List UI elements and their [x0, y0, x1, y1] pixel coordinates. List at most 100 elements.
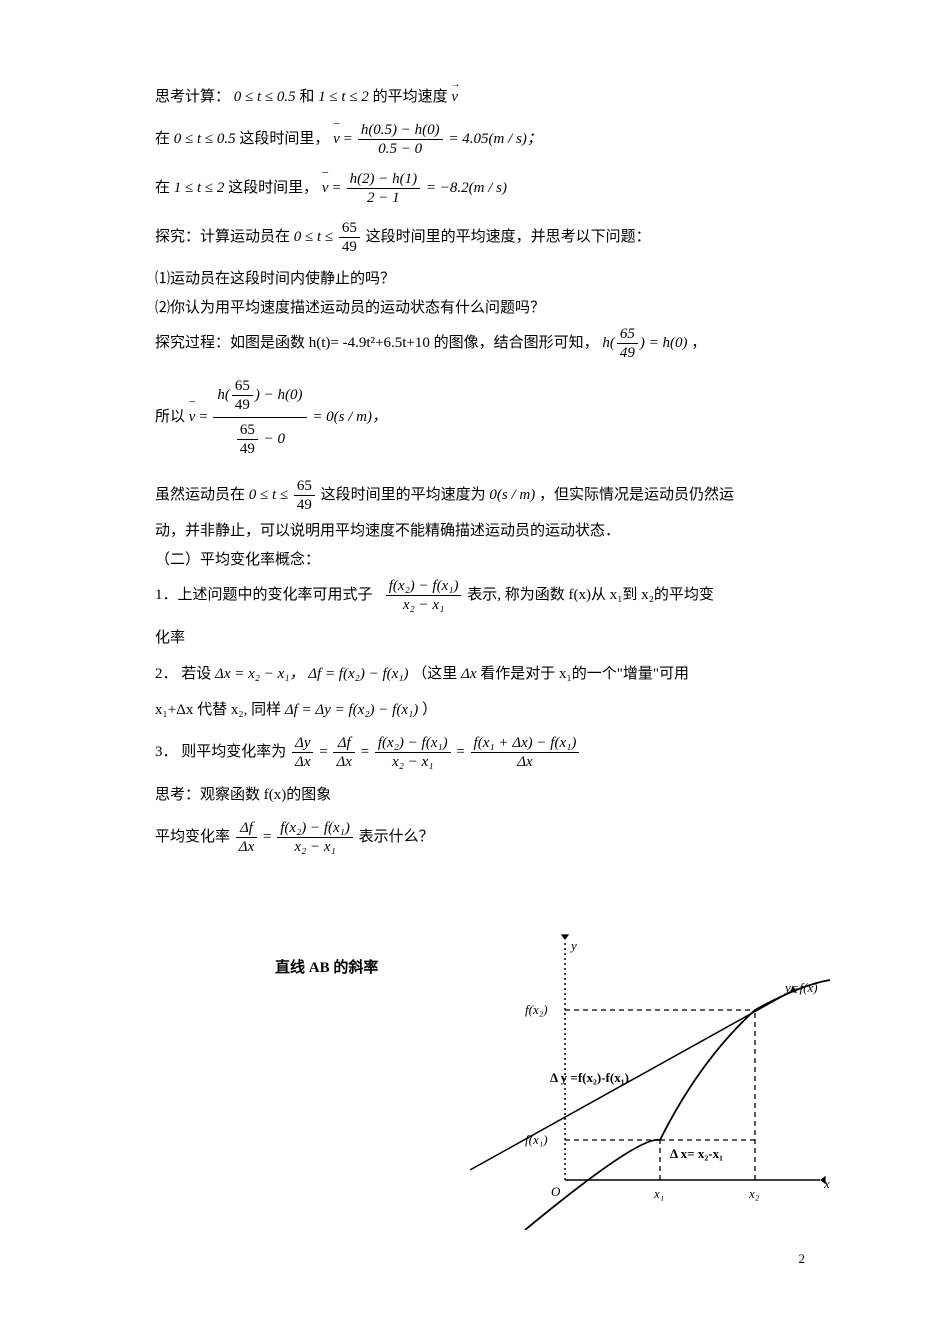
paragraph: 思考计算： 0 ≤ t ≤ 0.5 和 1 ≤ t ≤ 2 的平均速度 v [155, 85, 810, 109]
content: 思考计算： 0 ≤ t ≤ 0.5 和 1 ≤ t ≤ 2 的平均速度 v 在 … [155, 85, 810, 992]
fraction: f(x₂) − f(x₁) x₂ − x₁ [386, 577, 462, 614]
denominator: 6549 − 0 [213, 418, 306, 461]
fraction: 6549 [237, 421, 258, 458]
graph-label: x₁ [654, 1186, 664, 1202]
text: 2． 若设 [155, 666, 211, 682]
text: x₁+Δx 代替 x₂, 同样 [155, 702, 281, 718]
math: = −8.2(m / s) [426, 180, 507, 196]
paragraph: 2． 若设 Δx = x₂ − x₁， Δf = f(x₂) − f(x₁) （… [155, 662, 810, 686]
text: 探究过程：如图是函数 h(t)= -4.9t²+6.5t+10 的图像，结合图形… [155, 335, 599, 351]
text: 和 [299, 89, 314, 105]
text: ） [422, 702, 437, 718]
numerator: 65 [237, 421, 258, 440]
numerator: 65 [294, 477, 315, 496]
denominator: x₂ − x₁ [277, 838, 353, 856]
text: h( [217, 387, 230, 403]
fraction: Δf Δx [333, 734, 354, 771]
paragraph: 所以 v = h(6549) − h(0) 6549 − 0 = 0(s / m… [155, 374, 810, 461]
text: 这段时间里， [239, 131, 329, 147]
math: 0 ≤ t ≤ 0.5 [234, 89, 296, 105]
math: 0 ≤ t ≤ [294, 229, 333, 245]
fraction: h(2) − h(1) 2 − 1 [347, 170, 421, 207]
paragraph: 1．上述问题中的变化率可用式子 f(x₂) − f(x₁) x₂ − x₁ 表示… [155, 577, 810, 614]
paragraph: 平均变化率 Δf Δx = f(x₂) − f(x₁) x₂ − x₁ 表示什么… [155, 819, 810, 856]
denominator: x₂ − x₁ [386, 596, 462, 614]
paragraph: 探究：计算运动员在 0 ≤ t ≤ 65 49 这段时间里的平均速度，并思考以下… [155, 219, 810, 256]
math: 0 ≤ t ≤ [249, 487, 288, 503]
math: = 0(s / m)， [312, 409, 387, 425]
graph-label: f(x₁) [525, 1132, 548, 1148]
graph-svg [470, 930, 840, 1230]
numerator: Δy [292, 734, 313, 753]
page: 思考计算： 0 ≤ t ≤ 0.5 和 1 ≤ t ≤ 2 的平均速度 v 在 … [0, 0, 945, 1337]
paragraph: 思考：观察函数 f(x)的图象 [155, 783, 810, 807]
graph-label-dx: Δ x= x₂-x₁ [670, 1146, 723, 1162]
text: 平均变化率 [155, 829, 230, 845]
text: 表示, 称为函数 f(x)从 x₁到 x₂的平均变 [467, 587, 714, 603]
math: Δf = f(x₂) − f(x₁) [308, 666, 408, 682]
math: h(6549) = h(0) [602, 335, 691, 351]
math: 0(s / m) [489, 487, 535, 503]
vector-v: v [451, 85, 458, 109]
math: 1 ≤ t ≤ 2 [174, 180, 225, 196]
text: 所以 [155, 409, 185, 425]
math: Δx [461, 666, 476, 682]
paragraph: 化率 [155, 626, 810, 650]
paragraph: ⑴运动员在这段时间内使静止的吗？ [155, 268, 810, 291]
text: 3． 则平均变化率为 [155, 744, 286, 760]
paragraph: 虽然运动员在 0 ≤ t ≤ 65 49 这段时间里的平均速度为 0(s / m… [155, 477, 810, 514]
text: 在 [155, 131, 170, 147]
graph-label-dy: Δ y =f(x₂)-f(x₁) [550, 1070, 629, 1086]
text: 的平均速度 [373, 89, 448, 105]
fraction: 65 49 [339, 219, 360, 256]
paragraph: （二）平均变化率概念： [155, 549, 810, 572]
fraction: f(x₂) − f(x₁) x₂ − x₁ [375, 734, 451, 771]
denominator: Δx [333, 753, 354, 771]
numerator: Δf [333, 734, 354, 753]
text: 这段时间里的平均速度，并思考以下问题： [366, 229, 651, 245]
text: − 0 [260, 431, 285, 447]
text: （这里 [412, 666, 457, 682]
math: Δx = x₂ − x₁， [215, 666, 304, 682]
mean-v: v [189, 405, 196, 429]
text: 看作是对于 x₁的一个"增量"可用 [480, 666, 689, 682]
fraction: 6549 [232, 377, 253, 414]
numerator: Δf [236, 819, 257, 838]
numerator: 65 [617, 325, 638, 344]
math: Δf = Δy = f(x₂) − f(x₁) [285, 702, 418, 718]
numerator: f(x₂) − f(x₁) [375, 734, 451, 753]
graph-label: O [551, 1184, 560, 1200]
paragraph: 探究过程：如图是函数 h(t)= -4.9t²+6.5t+10 的图像，结合图形… [155, 325, 810, 362]
graph-label: x₂ [749, 1186, 759, 1202]
numerator: f(x₁ + Δx) − f(x₁) [471, 734, 580, 753]
fraction: 6549 [617, 325, 638, 362]
denominator: 49 [339, 238, 360, 256]
math: 1 ≤ t ≤ 2 [318, 89, 369, 105]
paragraph: 在 0 ≤ t ≤ 0.5 这段时间里， v = h(0.5) − h(0) 0… [155, 121, 810, 158]
graph-figure: yxOx₁x₂f(x₁)f(x₂)y=f(x)Δ y =f(x₂)-f(x₁)Δ… [470, 930, 840, 1230]
graph-label: y=f(x) [785, 980, 818, 996]
fraction: h(6549) − h(0) 6549 − 0 [213, 374, 306, 461]
numerator: h(2) − h(1) [347, 170, 421, 189]
fraction: 65 49 [294, 477, 315, 514]
math: = 4.05(m / s)； [448, 131, 541, 147]
graph-label: f(x₂) [525, 1002, 548, 1018]
denominator: Δx [292, 753, 313, 771]
text: 这段时间里的平均速度为 [321, 487, 486, 503]
denominator: Δx [236, 838, 257, 856]
denominator: 49 [237, 440, 258, 458]
denominator: 2 − 1 [347, 189, 421, 207]
graph-label: y [571, 938, 577, 954]
numerator: f(x₂) − f(x₁) [386, 577, 462, 596]
paragraph: ⑵你认为用平均速度描述运动员的运动状态有什么问题吗？ [155, 297, 810, 320]
paragraph: 在 1 ≤ t ≤ 2 这段时间里， v = h(2) − h(1) 2 − 1… [155, 170, 810, 207]
text: ) = h(0) [640, 335, 688, 351]
fraction: h(0.5) − h(0) 0.5 − 0 [358, 121, 443, 158]
page-number: 2 [799, 1251, 806, 1267]
text: 表示什么？ [359, 829, 434, 845]
text: 探究：计算运动员在 [155, 229, 290, 245]
math: 0 ≤ t ≤ 0.5 [174, 131, 236, 147]
paragraph: 动，并非静止，可以说明用平均速度不能精确描述运动员的运动状态． [155, 520, 810, 543]
denominator: x₂ − x₁ [375, 753, 451, 771]
text: 这段时间里， [228, 180, 318, 196]
